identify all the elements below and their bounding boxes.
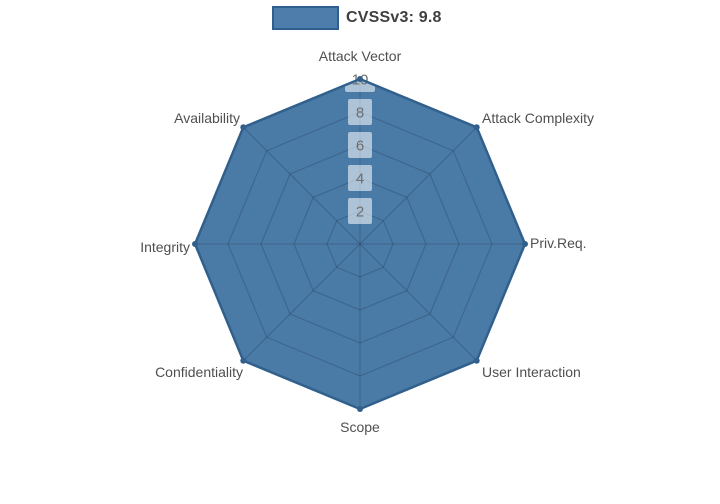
axis-label-confidentiality: Confidentiality [155, 364, 243, 380]
radial-tick-2: 2 [356, 204, 364, 221]
legend-label: CVSSv3: 9.8 [346, 9, 442, 26]
radial-tick-8: 8 [356, 105, 364, 122]
grid-ring-8 [227, 111, 493, 377]
axis-label-priv-req: Priv.Req. [530, 235, 587, 251]
axis-label-user-interaction: User Interaction [482, 364, 581, 380]
axis-label-integrity: Integrity [140, 239, 190, 255]
vertex-marker-7 [240, 124, 247, 131]
vertex-marker-2 [522, 241, 528, 247]
vertex-marker-4 [357, 406, 363, 412]
vertex-marker-1 [473, 124, 480, 131]
radial-tick-bg-2 [348, 198, 372, 224]
grid-spoke-5 [242, 243, 361, 362]
axis-label-availability: Availability [174, 110, 240, 126]
radial-tick-bg-6 [348, 132, 372, 158]
grid-ring-2 [326, 210, 394, 278]
grid-spoke-3 [359, 243, 478, 362]
vertex-marker-3 [473, 357, 480, 364]
vertex-marker-0 [357, 76, 363, 82]
grid-spoke-7 [242, 126, 361, 245]
axis-label-attack-complexity: Attack Complexity [482, 110, 594, 126]
radial-tick-bg-4 [348, 165, 372, 191]
vertex-marker-6 [192, 241, 198, 247]
cvss-score-area [195, 79, 525, 409]
axis-label-attack-vector: Attack Vector [319, 48, 402, 64]
grid-ring-6 [260, 144, 460, 344]
radial-tick-bg-8 [348, 99, 372, 125]
axis-label-scope: Scope [340, 419, 380, 435]
vertex-marker-5 [240, 357, 247, 364]
radial-tick-4: 4 [356, 171, 364, 188]
legend-swatch [272, 6, 339, 30]
grid-ring-4 [293, 177, 427, 311]
chart-legend[interactable]: CVSSv3: 9.8 [272, 6, 442, 30]
grid-spoke-1 [359, 126, 478, 245]
radial-tick-6: 6 [356, 138, 364, 155]
